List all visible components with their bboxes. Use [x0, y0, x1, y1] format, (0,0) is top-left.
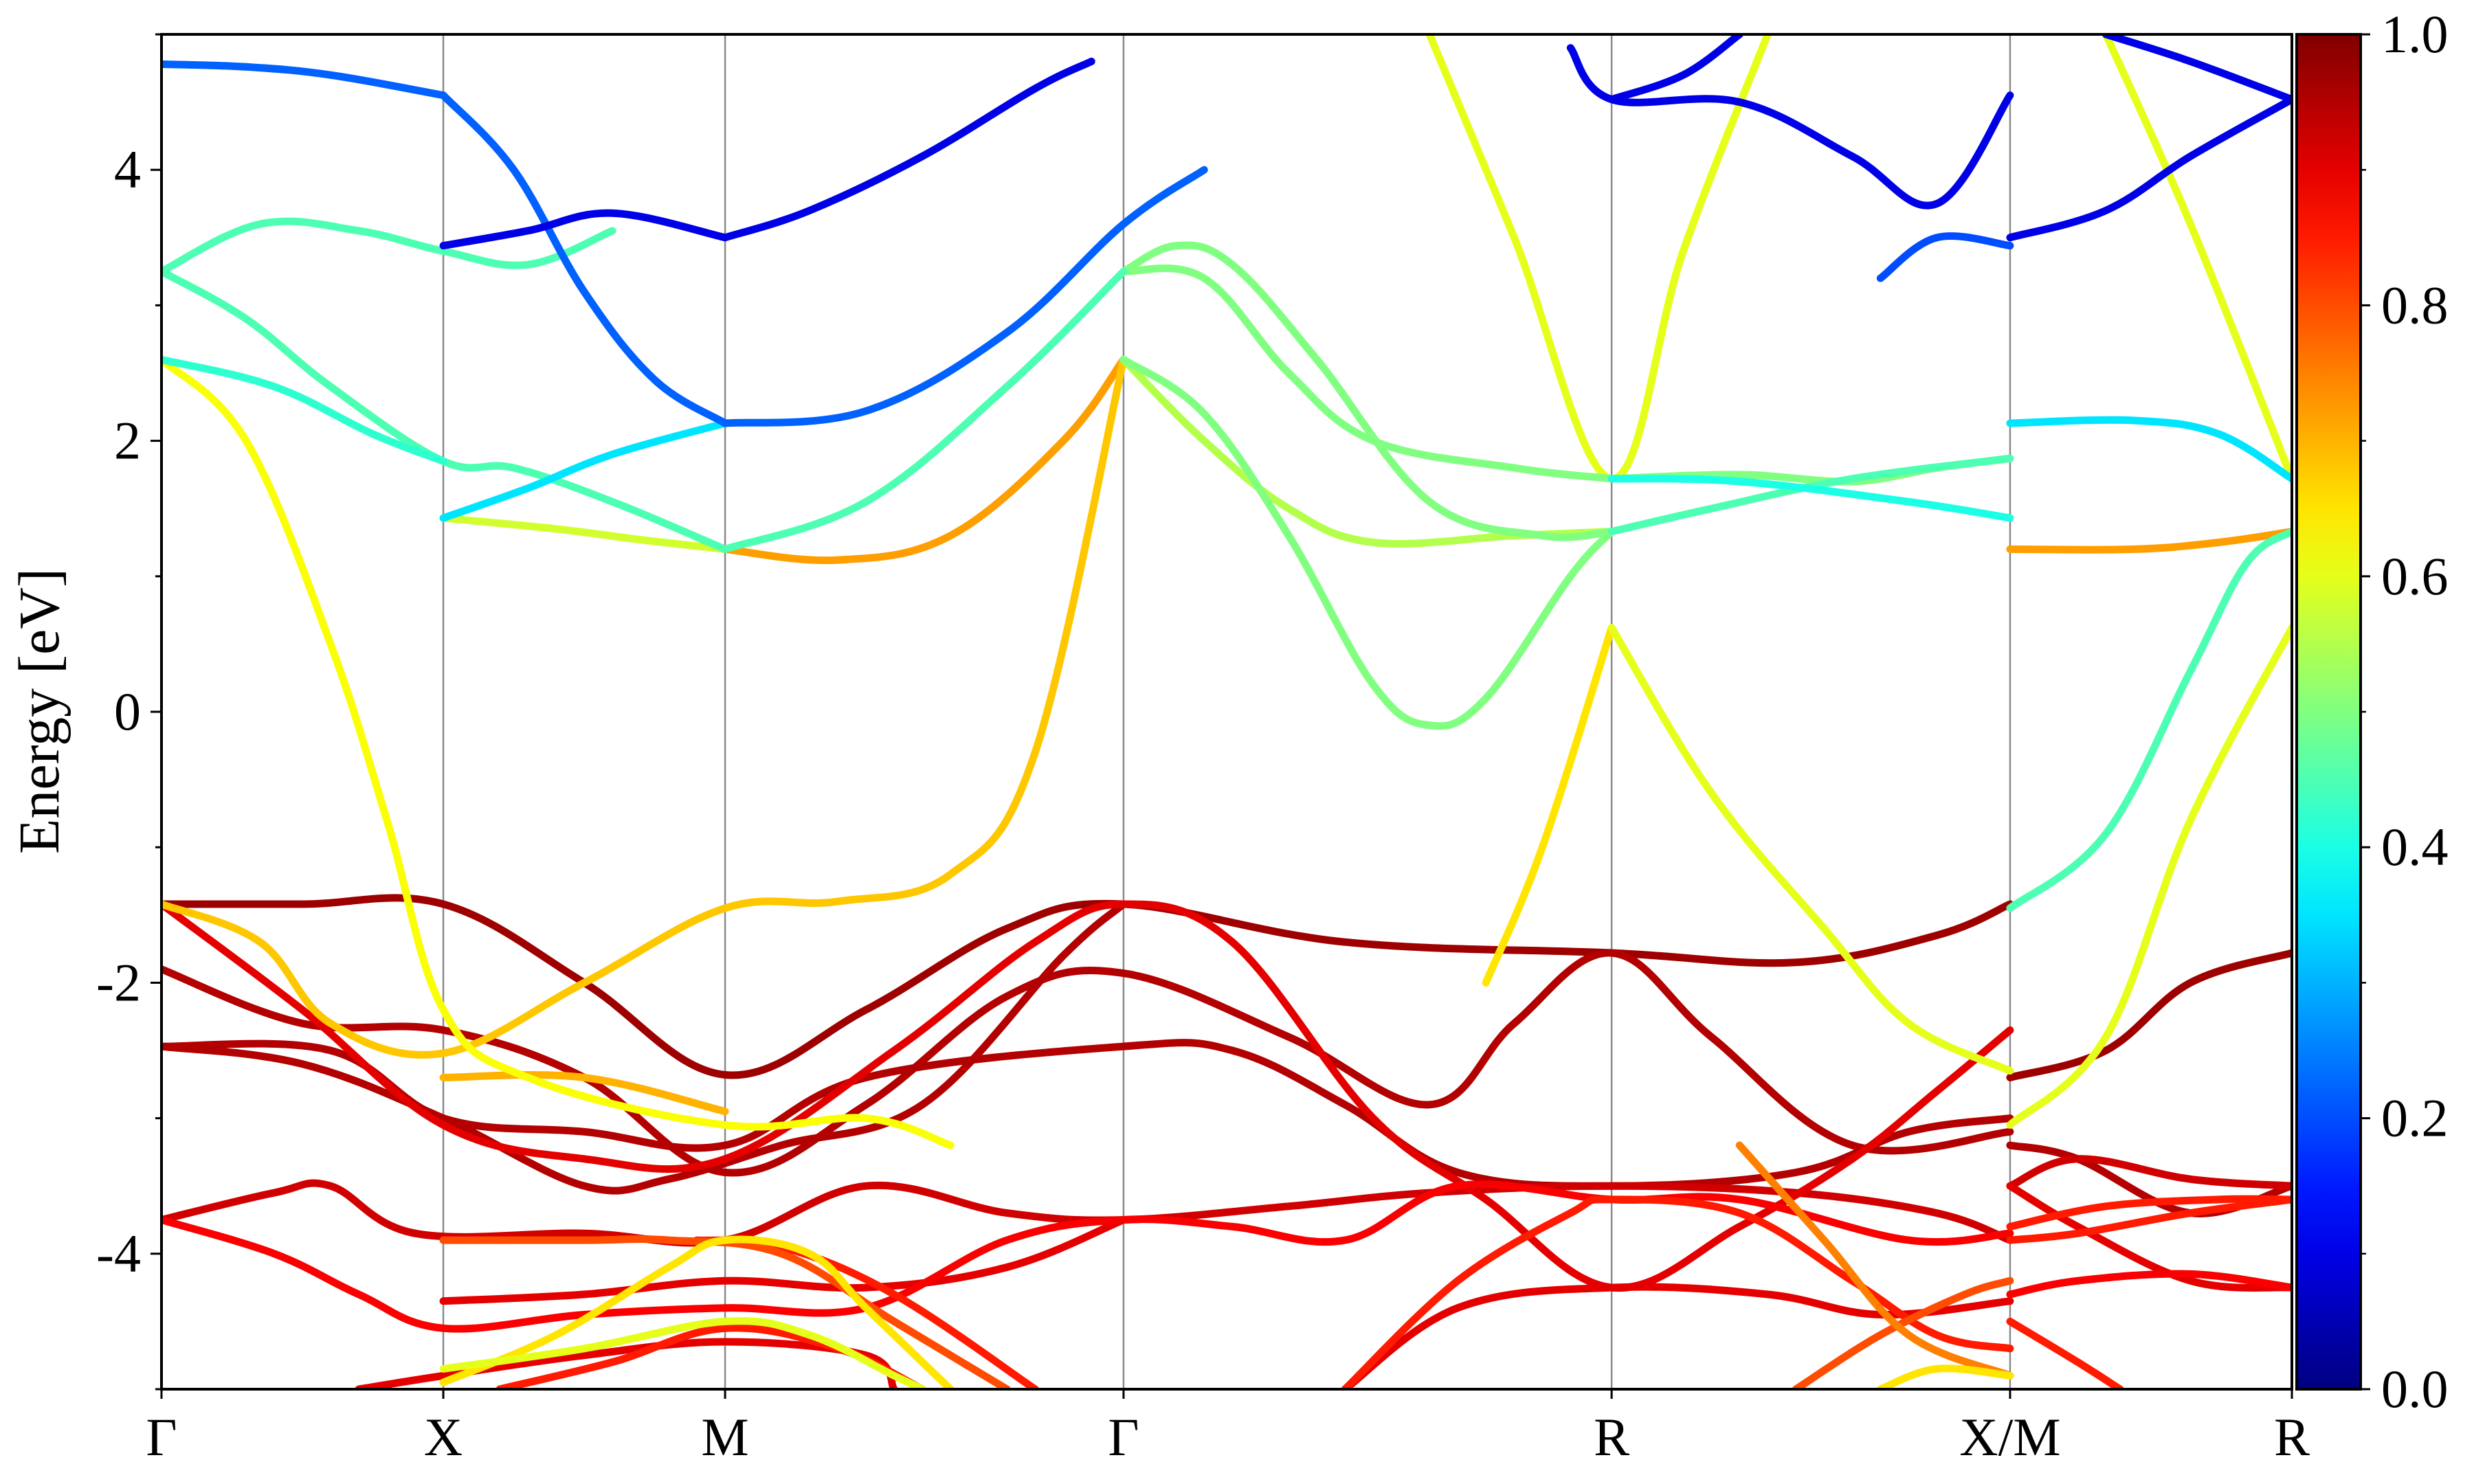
y-tick-label: 2: [114, 411, 141, 471]
band-line: [161, 900, 2014, 1292]
y-tick-label: 4: [114, 139, 141, 199]
colorbar-tick-label: 0.8: [2381, 275, 2449, 335]
band-line: [2006, 1182, 2292, 1292]
band-line: [721, 57, 1095, 242]
y-axis: -4 -2 0 2 4: [96, 33, 161, 1391]
band-line: [2006, 95, 2292, 242]
band-line: [439, 1070, 729, 1116]
band-line: [161, 949, 2014, 1177]
band-line: [1792, 1277, 2014, 1389]
band-line: [439, 1216, 1128, 1305]
colorbar-gradient: [2295, 33, 2362, 1391]
colorbar: 0.0 0.2 0.4 0.6 0.8 1.0: [2295, 4, 2449, 1419]
k-point-label: X/M: [1959, 1407, 2060, 1467]
band-line: [1876, 232, 2014, 282]
band-line: [2006, 1317, 2124, 1389]
band-line: [1119, 241, 1616, 541]
k-point-label: R: [2274, 1407, 2310, 1467]
k-point-label: X: [424, 1407, 463, 1467]
band-line: [161, 355, 447, 465]
y-tick-label: 0: [114, 682, 141, 741]
band-line: [2006, 624, 2292, 1129]
band-line: [2006, 528, 2292, 912]
band-line: [1119, 264, 1616, 483]
y-tick-label: -4: [96, 1224, 141, 1283]
band-line: [2006, 528, 2292, 554]
band-line: [161, 60, 447, 100]
band-line: [721, 267, 1128, 553]
band-line: [161, 355, 955, 1149]
band-line: [439, 514, 729, 553]
band-line: [1876, 1364, 2014, 1389]
band-line: [1119, 355, 1616, 730]
band-line: [2006, 1155, 2292, 1190]
k-point-label: M: [701, 1407, 748, 1467]
y-tick-label: -2: [96, 952, 141, 1012]
band-line: [439, 209, 729, 250]
y-axis-label: Energy [eV]: [8, 568, 71, 854]
band-line: [1341, 1195, 2014, 1389]
band-line: [161, 355, 1128, 1059]
band-line: [161, 894, 2014, 1079]
band-line: [439, 1235, 955, 1389]
band-line: [161, 900, 1128, 1195]
band-line: [1482, 624, 1616, 987]
colorbar-tick-label: 0.2: [2381, 1088, 2449, 1148]
k-point-label: Γ: [1108, 1407, 1139, 1467]
x-axis: Γ X M Γ R X/M R: [146, 1389, 2310, 1467]
band-line: [2102, 34, 2292, 104]
band-lines: [161, 34, 2292, 1389]
band-line: [439, 419, 729, 522]
band-line: [721, 355, 1128, 565]
band-line: [2006, 1195, 2292, 1230]
band-line: [1607, 475, 2014, 522]
band-line: [721, 166, 1208, 427]
band-line: [1607, 34, 1743, 104]
band-line: [439, 91, 729, 427]
band-line: [1607, 624, 2014, 1075]
band-line: [2006, 1195, 2292, 1244]
k-point-label: R: [1594, 1407, 1629, 1467]
band-line: [2006, 416, 2292, 483]
band-line: [161, 217, 616, 276]
k-point-label: Γ: [146, 1407, 177, 1467]
band-line: [2102, 34, 2292, 483]
band-line: [2006, 1270, 2292, 1298]
band-line: [439, 1317, 926, 1389]
band-line: [161, 1179, 2014, 1247]
colorbar-tick-label: 1.0: [2381, 4, 2449, 64]
colorbar-tick-label: 0.4: [2381, 817, 2449, 877]
band-line: [1735, 1141, 2014, 1380]
colorbar-tick-label: 0.0: [2381, 1359, 2449, 1419]
colorbar-tick-label: 0.6: [2381, 546, 2449, 606]
band-line: [2006, 949, 2292, 1081]
